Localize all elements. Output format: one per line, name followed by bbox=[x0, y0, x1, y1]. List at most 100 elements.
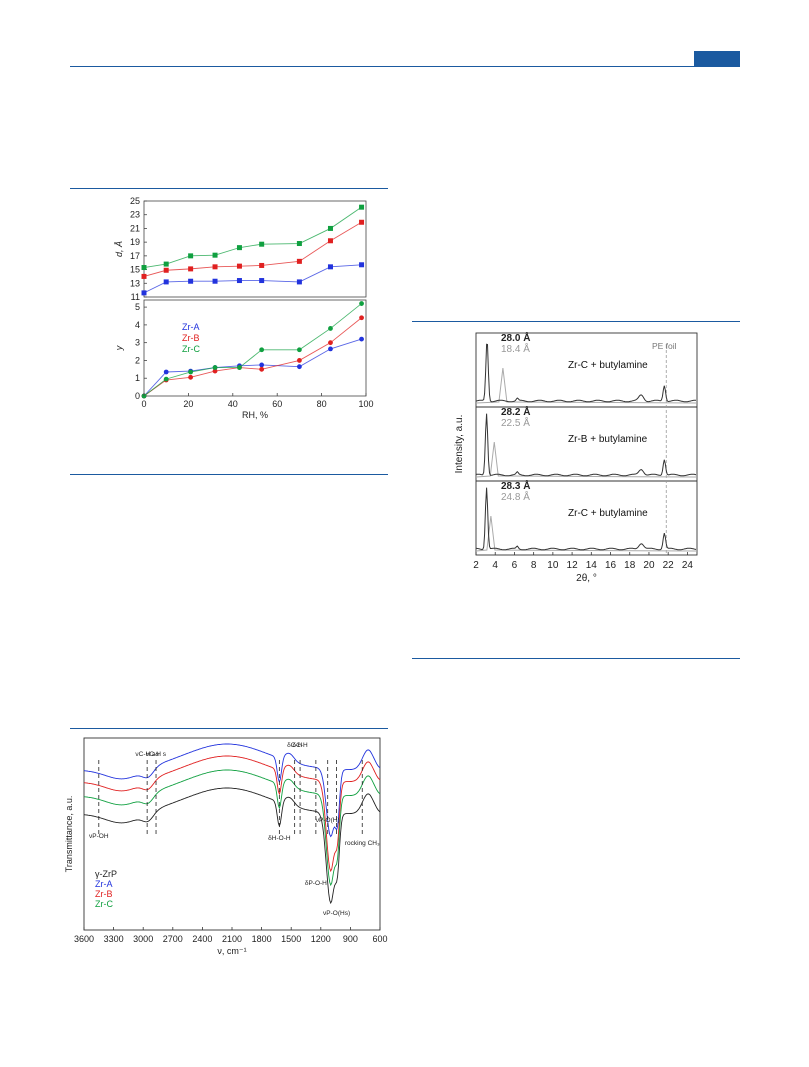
annotation-label: νP-OH bbox=[89, 833, 109, 840]
data-point-Zr-C bbox=[236, 245, 242, 251]
peak-label-light: 24.8 Å bbox=[501, 490, 530, 503]
peak-label-light: 22.5 Å bbox=[501, 416, 530, 429]
data-point-Zr-B bbox=[296, 258, 302, 264]
legend-entry-Zr-C: Zr-C bbox=[95, 899, 113, 909]
x-tick-label: 8 bbox=[531, 560, 537, 571]
x-tick-label: 4 bbox=[492, 560, 498, 571]
legend-entry-γ-ZrP: γ-ZrP bbox=[95, 869, 117, 879]
x-tick-label: 1200 bbox=[311, 934, 331, 944]
data-point-Zr-C bbox=[141, 265, 147, 271]
ftir-trace-Zr-C bbox=[83, 769, 381, 887]
data-point-Zr-A bbox=[212, 278, 218, 284]
x-tick-label: 16 bbox=[605, 560, 617, 571]
y-tick-label: 17 bbox=[130, 251, 140, 261]
data-point-Zr-C bbox=[212, 365, 218, 370]
x-tick-label: 14 bbox=[586, 560, 598, 571]
annotation-label: δH-O-H bbox=[268, 835, 291, 842]
xrd-trace-light bbox=[475, 441, 698, 478]
data-point-Zr-C bbox=[259, 241, 265, 247]
x-tick-label: 6 bbox=[512, 560, 518, 571]
data-point-Zr-C bbox=[328, 326, 333, 331]
x-tick-label: 600 bbox=[372, 934, 387, 944]
plot-frame-0 bbox=[143, 200, 367, 298]
xrd-trace-light bbox=[475, 367, 698, 404]
panel-label: Zr-C + butylamine bbox=[568, 360, 648, 371]
data-point-Zr-B bbox=[163, 267, 169, 273]
x-tick-label: 40 bbox=[228, 399, 238, 409]
data-point-Zr-B bbox=[297, 358, 302, 363]
y-tick-label: 1 bbox=[135, 373, 140, 383]
x-tick-label: 2100 bbox=[222, 934, 242, 944]
figure-top-rule-1 bbox=[70, 188, 388, 189]
peak-label-dark: 28.2 Å bbox=[501, 405, 530, 418]
figure-top-rule-3 bbox=[70, 728, 388, 729]
data-point-Zr-A bbox=[236, 278, 242, 284]
peak-label-dark: 28.0 Å bbox=[501, 331, 530, 344]
figure-top-rule-2 bbox=[412, 321, 740, 322]
y-tick-label: 3 bbox=[135, 338, 140, 348]
x-tick-label: 18 bbox=[624, 560, 636, 571]
y-tick-label: 15 bbox=[130, 265, 140, 275]
data-point-Zr-B bbox=[259, 366, 265, 372]
x-tick-label: 3000 bbox=[133, 934, 153, 944]
data-point-Zr-C bbox=[297, 347, 302, 353]
ftir-trace-Zr-A bbox=[83, 743, 381, 838]
data-point-Zr-B bbox=[212, 264, 218, 270]
y-tick-label: 25 bbox=[130, 196, 140, 206]
reference-label: PE foil bbox=[652, 341, 677, 351]
xrd-trace-dark bbox=[475, 487, 697, 551]
annotation-label: rocking CH₃ bbox=[345, 840, 380, 847]
y-tick-label: 4 bbox=[135, 320, 140, 330]
annotation-label: νP-O(H) bbox=[316, 817, 340, 824]
y-axis-label: d, Å bbox=[114, 241, 124, 257]
data-point-Zr-C bbox=[163, 376, 169, 382]
annotation-label: νC-H as bbox=[135, 751, 159, 758]
panel-label: Zr-B + butylamine bbox=[568, 434, 648, 445]
data-point-Zr-A bbox=[327, 264, 333, 270]
x-tick-label: 20 bbox=[643, 560, 655, 571]
data-point-Zr-A bbox=[163, 279, 169, 285]
y-tick-label: 19 bbox=[130, 237, 140, 247]
data-point-Zr-C bbox=[327, 225, 333, 231]
legend-entry-Zr-A: Zr-A bbox=[182, 322, 200, 332]
data-point-Zr-B bbox=[236, 263, 242, 269]
data-point-Zr-B bbox=[141, 273, 147, 279]
annotation-label: νP-O(Hs) bbox=[323, 910, 350, 917]
x-tick-label: 2700 bbox=[163, 934, 183, 944]
x-axis-label: ν, cm⁻¹ bbox=[217, 946, 246, 956]
peak-label-light: 18.4 Å bbox=[501, 342, 530, 355]
data-point-Zr-C bbox=[188, 253, 194, 259]
x-tick-label: 24 bbox=[682, 560, 694, 571]
y-axis-label: Transmittance, a.u. bbox=[64, 796, 74, 873]
x-tick-label: 3600 bbox=[74, 934, 94, 944]
figure-bottom-rule-1 bbox=[70, 474, 388, 475]
data-point-Zr-B bbox=[212, 368, 218, 374]
data-point-Zr-A bbox=[163, 369, 169, 375]
x-tick-label: 20 bbox=[183, 399, 193, 409]
x-axis-label: 2θ, ° bbox=[576, 573, 597, 584]
x-tick-label: 10 bbox=[547, 560, 559, 571]
data-point-Zr-A bbox=[259, 362, 265, 368]
data-point-Zr-C bbox=[188, 369, 194, 375]
data-point-Zr-C bbox=[296, 241, 302, 247]
y-tick-label: 11 bbox=[131, 292, 140, 302]
x-tick-label: 3300 bbox=[104, 934, 124, 944]
y-tick-label: 13 bbox=[130, 278, 140, 288]
data-point-Zr-A bbox=[259, 278, 265, 284]
panel-label: Zr-C + butylamine bbox=[568, 508, 648, 519]
data-point-Zr-C bbox=[259, 347, 265, 353]
annotation-label: δP-O-H bbox=[305, 880, 327, 887]
x-tick-label: 1800 bbox=[252, 934, 272, 944]
data-point-Zr-A bbox=[359, 336, 364, 342]
data-point-Zr-C bbox=[359, 301, 364, 306]
x-tick-label: 80 bbox=[317, 399, 327, 409]
y-tick-label: 21 bbox=[130, 223, 140, 233]
data-point-Zr-C bbox=[212, 252, 218, 258]
x-tick-label: 100 bbox=[358, 399, 373, 409]
y-tick-label: 0 bbox=[135, 391, 140, 401]
plot-frame bbox=[475, 332, 698, 556]
legend-entry-Zr-B: Zr-B bbox=[95, 889, 113, 899]
y-tick-label: 23 bbox=[130, 210, 140, 220]
